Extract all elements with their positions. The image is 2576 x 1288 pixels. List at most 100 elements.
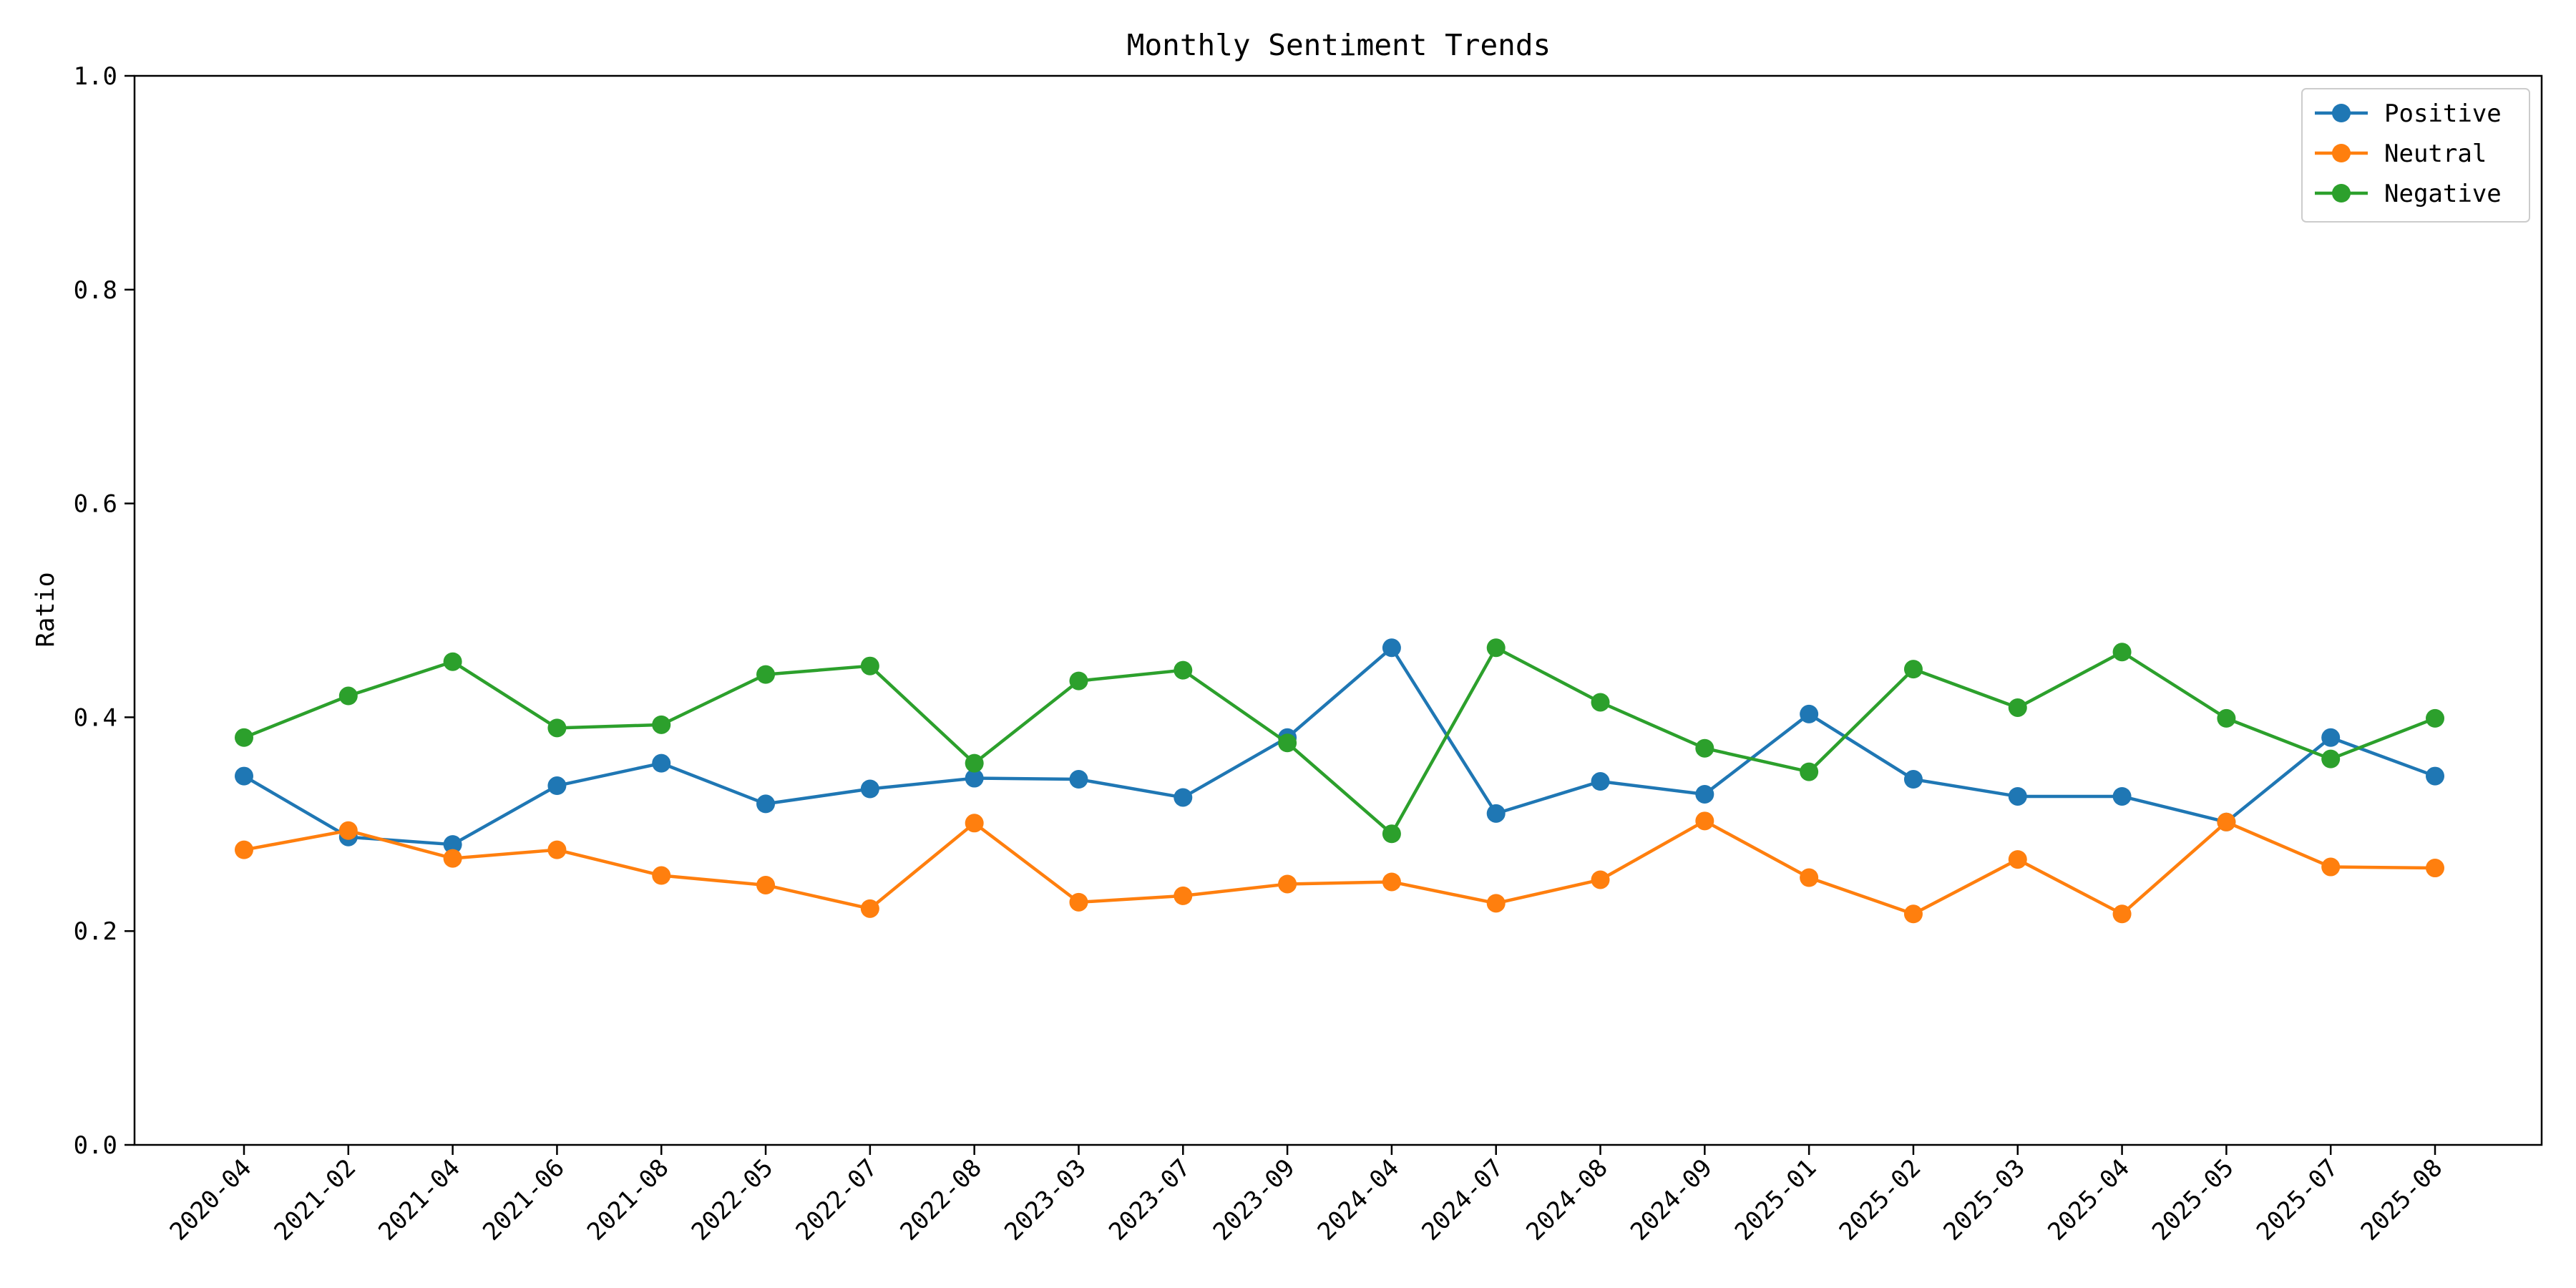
x-tick-label: 2023-09	[1208, 1153, 1301, 1246]
data-point	[2008, 850, 2027, 869]
x-tick-label: 2020-04	[165, 1153, 258, 1246]
data-point	[652, 753, 671, 773]
data-point	[652, 866, 671, 885]
x-axis-ticks: 2020-04 2021-02 2021-04 2021-06 2021-08 2022-…	[165, 1145, 2449, 1246]
data-point	[1069, 770, 1088, 789]
data-point	[2426, 766, 2444, 786]
data-point	[860, 656, 879, 675]
data-point	[1903, 660, 1923, 679]
data-point	[1069, 671, 1088, 691]
legend-swatch-marker	[2332, 184, 2351, 203]
data-point	[1486, 638, 1506, 658]
legend-label: Neutral	[2384, 140, 2487, 168]
x-tick-label: 2022-08	[894, 1153, 987, 1246]
y-tick-label: 0.0	[74, 1131, 117, 1160]
data-point	[2112, 786, 2132, 806]
y-tick-label: 0.8	[74, 276, 117, 305]
series-neutral	[235, 811, 2444, 924]
x-tick-label: 2024-08	[1521, 1153, 1614, 1246]
legend-label: Positive	[2384, 99, 2502, 128]
x-tick-label: 2025-01	[1729, 1153, 1823, 1246]
data-point	[2217, 812, 2236, 831]
data-point	[1382, 824, 1401, 844]
data-point	[860, 779, 879, 799]
series-line	[243, 819, 2436, 916]
data-point	[1591, 870, 1610, 889]
data-point	[338, 821, 358, 840]
data-point	[547, 718, 567, 738]
data-point	[1486, 804, 1506, 823]
data-point	[1800, 762, 1819, 781]
data-point	[1695, 738, 1714, 758]
series-line	[243, 646, 2436, 847]
x-tick-label: 2021-04	[373, 1153, 466, 1246]
data-point	[652, 715, 671, 734]
data-point	[1695, 784, 1714, 804]
data-point	[235, 728, 253, 747]
data-point	[1174, 660, 1193, 680]
data-point	[547, 840, 567, 859]
data-point	[1903, 770, 1923, 789]
x-tick-label: 2025-07	[2251, 1153, 2344, 1246]
x-tick-label: 2024-09	[1625, 1153, 1718, 1246]
data-point	[1278, 733, 1297, 753]
data-point	[1591, 693, 1610, 712]
x-tick-label: 2022-07	[791, 1153, 884, 1246]
data-point	[756, 794, 776, 814]
data-point	[2321, 857, 2341, 877]
data-point	[965, 769, 984, 788]
data-point	[235, 840, 253, 859]
data-point	[1174, 886, 1193, 905]
legend-box	[2301, 88, 2530, 223]
data-point	[1800, 704, 1819, 723]
legend-item-positive: Positive	[2315, 99, 2502, 128]
legend-swatch-marker	[2332, 144, 2351, 162]
data-point	[2112, 904, 2132, 924]
data-point	[965, 753, 984, 773]
y-axis-label: Ratio	[31, 572, 60, 647]
data-point	[1382, 872, 1401, 892]
series-layer	[235, 638, 2444, 924]
x-tick-label: 2023-07	[1103, 1153, 1196, 1246]
data-point	[756, 875, 776, 894]
legend: Positive Neutral Negative	[2301, 88, 2530, 223]
legend-label: Negative	[2384, 180, 2502, 208]
plot-frame	[133, 74, 2543, 1146]
data-point	[1800, 868, 1819, 887]
data-point	[1591, 772, 1610, 791]
x-tick-label: 2025-03	[1938, 1153, 2031, 1246]
data-point	[1069, 892, 1088, 912]
data-point	[443, 835, 462, 854]
y-tick-label: 0.4	[74, 703, 117, 732]
x-tick-label: 2025-04	[2042, 1153, 2135, 1246]
data-point	[547, 776, 567, 796]
y-tick-label: 1.0	[74, 62, 117, 91]
data-point	[1903, 904, 1923, 924]
data-point	[1382, 638, 1401, 658]
data-point	[235, 766, 253, 786]
data-point	[2321, 749, 2341, 769]
data-point	[2426, 708, 2444, 728]
series-line	[243, 646, 2436, 836]
y-tick-label: 0.6	[74, 490, 117, 519]
x-tick-label: 2023-03	[999, 1153, 1092, 1246]
y-axis-ticks: 0.0 0.2 0.4 0.6 0.8 1.0	[74, 62, 135, 1160]
data-point	[965, 814, 984, 833]
chart-title: Monthly Sentiment Trends	[1127, 28, 1551, 62]
series-negative	[235, 638, 2444, 844]
data-point	[1278, 874, 1297, 894]
x-tick-label: 2025-02	[1834, 1153, 1927, 1246]
legend-swatch-marker	[2332, 104, 2351, 122]
x-tick-label: 2021-08	[582, 1153, 675, 1246]
x-tick-label: 2025-08	[2356, 1153, 2449, 1246]
data-point	[1174, 788, 1193, 807]
data-point	[1695, 811, 1714, 831]
data-point	[860, 899, 879, 918]
x-tick-label: 2024-07	[1416, 1153, 1509, 1246]
data-point	[2008, 698, 2027, 717]
data-point	[2217, 708, 2236, 728]
legend-item-negative: Negative	[2315, 180, 2502, 208]
data-point	[443, 849, 462, 868]
x-tick-label: 2025-05	[2147, 1153, 2240, 1246]
